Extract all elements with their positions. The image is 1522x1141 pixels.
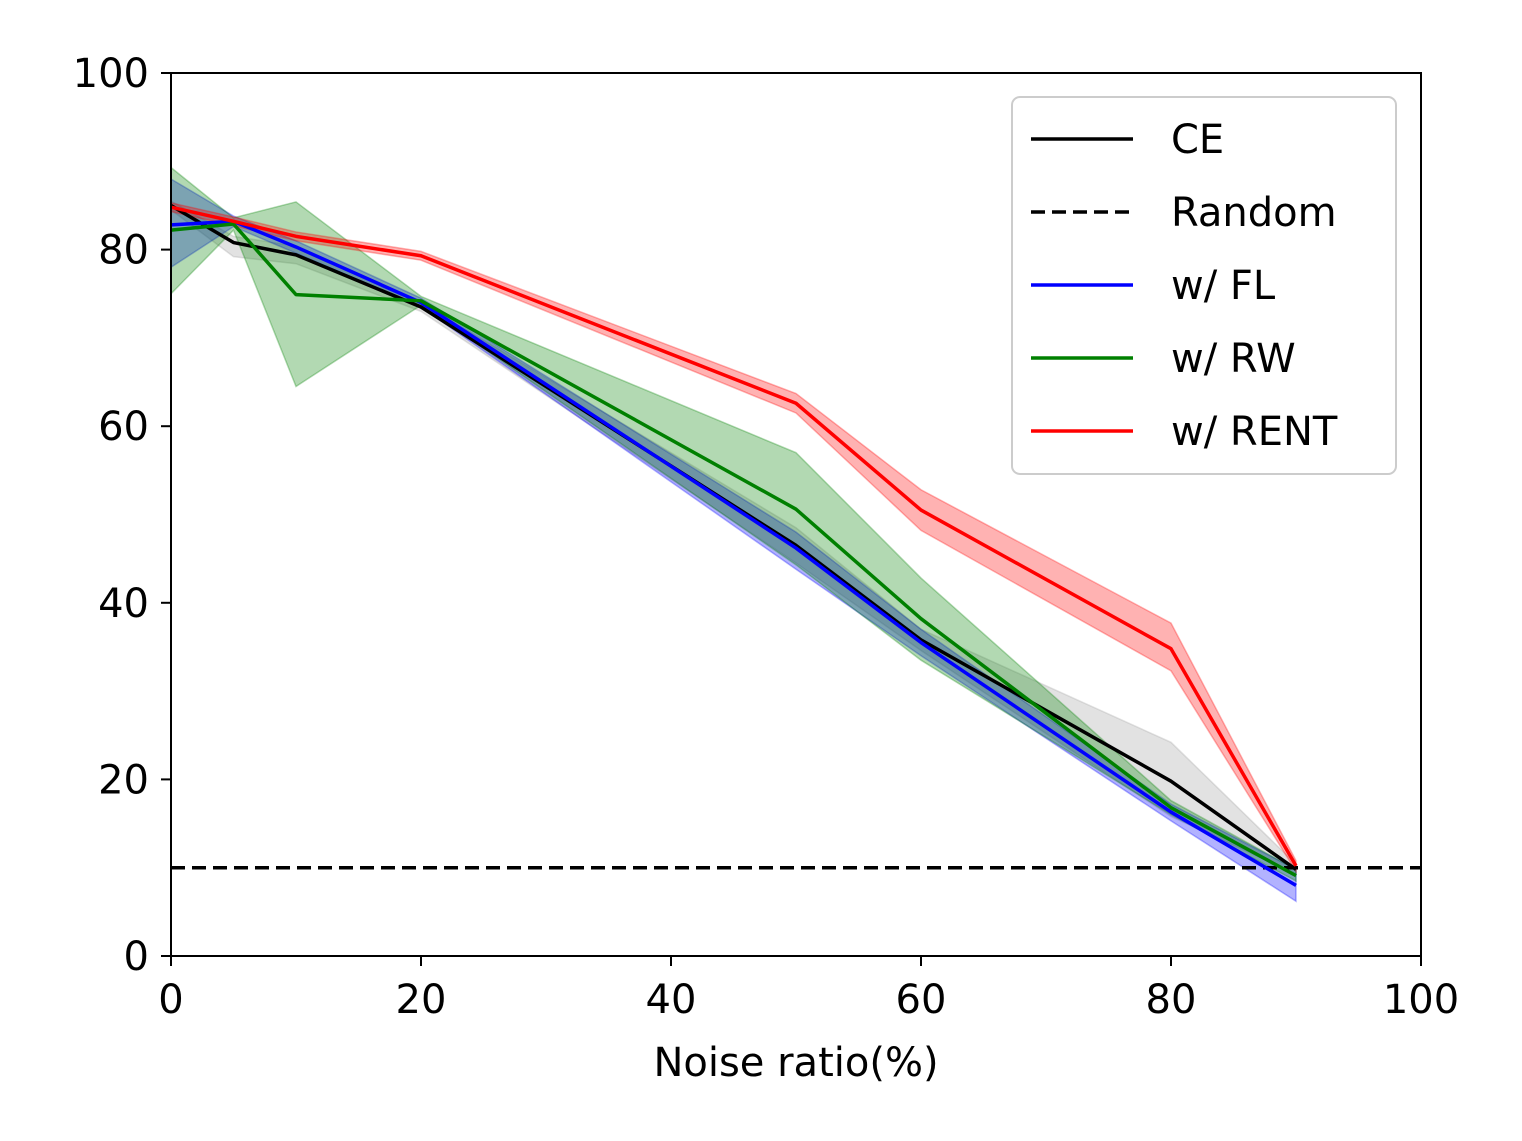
x-axis-label: Noise ratio(%) [653,1040,938,1086]
legend-box [1011,96,1397,475]
y-tick-label: 40 [98,581,149,627]
band-w-rw [170,165,1297,883]
x-tick-label: 80 [1146,977,1197,1023]
y-axis-ticks: 0 20 40 60 80 100 [73,51,171,980]
x-tick-label: 40 [646,977,697,1023]
x-axis-ticks: 0 20 40 60 80 100 [158,956,1459,1023]
x-tick-label: 100 [1383,977,1459,1023]
legend-label-w-rw: w/ RW [1171,336,1296,382]
y-tick-label: 60 [98,404,149,450]
x-tick-label: 20 [396,977,447,1023]
x-tick-label: 60 [896,977,947,1023]
legend-label-w-rent: w/ RENT [1171,409,1338,455]
plot-area-frame [170,72,1422,957]
band-w-rent [170,201,1297,874]
y-tick-label: 20 [98,757,149,803]
y-tick-label: 0 [124,934,149,980]
series-lines [170,203,1298,887]
x-tick-label: 0 [158,977,183,1023]
band-w-fl [170,177,1297,903]
legend: CE Random w/ FL w/ RW w/ RENT [1011,96,1397,475]
series-line-w-rent [170,205,1298,867]
y-tick-label: 80 [98,228,149,274]
legend-label-ce: CE [1171,117,1224,163]
legend-label-random: Random [1171,190,1337,236]
y-tick-label: 100 [73,51,149,97]
legend-label-w-fl: w/ FL [1171,263,1276,309]
series-line-w-rw [170,222,1297,878]
